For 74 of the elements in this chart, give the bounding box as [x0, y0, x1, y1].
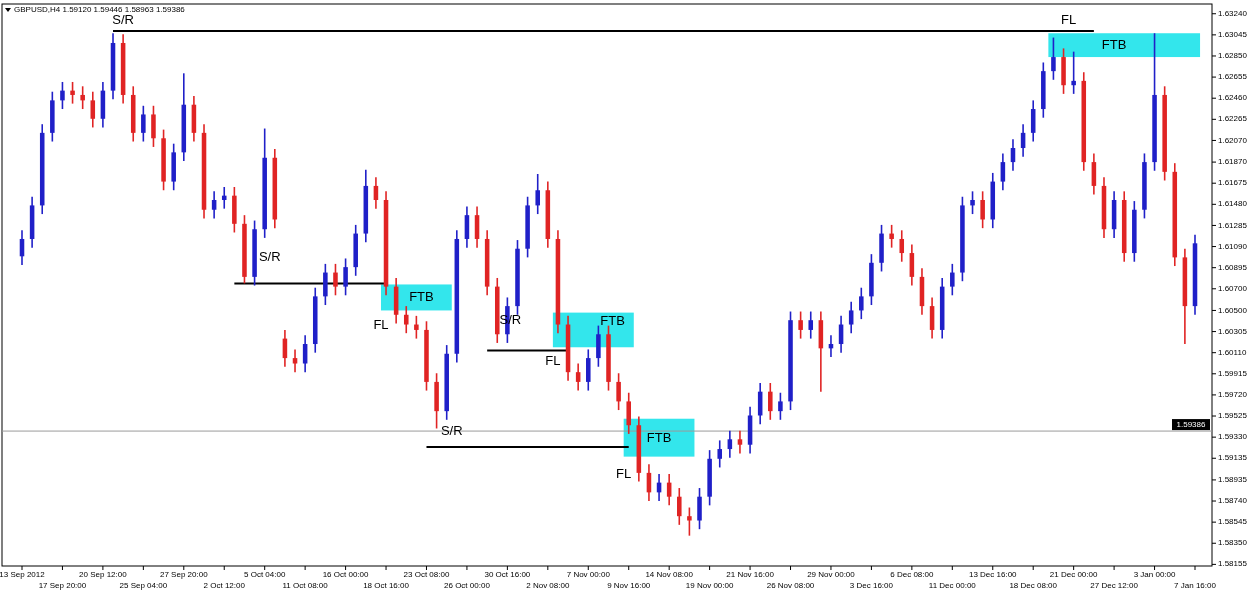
annotation: FL [545, 352, 561, 368]
x-tick-label: 5 Oct 04:00 [244, 570, 286, 579]
annotation: FL [1061, 11, 1077, 27]
x-tick-label: 13 Dec 16:00 [968, 570, 1018, 579]
annotation: FTB [409, 288, 434, 304]
x-tick-label: 27 Dec 12:00 [1090, 581, 1139, 590]
candlestick [778, 391, 783, 421]
x-tick-label: 2 Nov 08:00 [526, 581, 570, 590]
y-tick-label: 1.60895 [1218, 262, 1248, 272]
y-tick-label: 1.61285 [1218, 220, 1248, 230]
y-tick-label: 1.58935 [1218, 475, 1248, 485]
x-tick-label: 30 Oct 16:00 [484, 570, 531, 579]
y-tick-label: 1.61480 [1218, 199, 1248, 209]
x-tick-label: 3 Dec 16:00 [849, 581, 894, 590]
x-tick-label: 18 Oct 16:00 [363, 581, 410, 590]
x-tick-label: 21 Nov 16:00 [726, 570, 775, 579]
x-tick-label: 7 Jan 16:00 [1174, 581, 1217, 590]
y-tick-label: 1.63045 [1218, 29, 1248, 39]
y-tick-label: 1.58545 [1218, 517, 1248, 527]
y-tick-label: 1.58155 [1218, 559, 1248, 569]
annotation: S/R [258, 248, 281, 264]
y-tick-label: 1.62850 [1218, 51, 1248, 61]
ref-line-label: 1.59386 [1176, 419, 1207, 429]
annotation: FTB [1101, 36, 1127, 52]
y-tick-label: 1.60110 [1218, 347, 1247, 357]
y-tick-label: 1.62070 [1218, 135, 1248, 145]
x-tick-label: 2 Oct 12:00 [203, 581, 246, 590]
y-tick-label: 1.60305 [1218, 326, 1248, 336]
candlestick [171, 142, 176, 192]
y-tick-label: 1.63240 [1218, 8, 1248, 18]
y-tick-label: 1.58740 [1218, 496, 1248, 506]
x-tick-label: 17 Sep 20:00 [38, 581, 87, 590]
candlestick [798, 310, 803, 340]
x-tick-label: 19 Nov 00:00 [685, 581, 734, 590]
x-tick-label: 23 Oct 08:00 [403, 570, 450, 579]
y-tick-label: 1.58350 [1218, 538, 1248, 548]
x-tick-label: 7 Nov 00:00 [566, 570, 611, 579]
x-tick-label: 27 Sep 20:00 [159, 570, 209, 579]
candlestick [343, 257, 348, 297]
x-tick-label: 9 Nov 16:00 [607, 581, 651, 590]
candlestick [141, 104, 146, 143]
x-tick-label: 3 Jan 00:00 [1133, 570, 1177, 579]
annotation: FL [616, 466, 632, 482]
x-tick-label: 26 Oct 00:00 [444, 581, 491, 590]
y-tick-label: 1.59330 [1218, 432, 1248, 442]
annotation: S/R [440, 423, 463, 439]
y-tick-label: 1.59720 [1218, 390, 1248, 400]
x-tick-label: 6 Dec 08:00 [890, 570, 934, 579]
x-tick-label: 14 Nov 08:00 [645, 570, 694, 579]
x-tick-label: 21 Dec 00:00 [1049, 570, 1098, 579]
annotation: FTB [646, 429, 672, 445]
x-tick-label: 29 Nov 00:00 [807, 570, 856, 579]
y-tick-label: 1.62655 [1218, 72, 1248, 82]
y-tick-label: 1.62460 [1218, 93, 1248, 103]
x-tick-label: 11 Oct 08:00 [282, 581, 329, 590]
x-tick-label: 18 Dec 08:00 [1009, 581, 1058, 590]
x-tick-label: 26 Nov 08:00 [766, 581, 815, 590]
y-tick-label: 1.62265 [1218, 114, 1248, 124]
y-tick-label: 1.59525 [1218, 411, 1248, 421]
candlestick [687, 506, 692, 537]
y-tick-label: 1.60700 [1218, 283, 1248, 293]
y-tick-label: 1.61870 [1218, 157, 1248, 167]
y-tick-label: 1.61090 [1218, 241, 1248, 251]
x-tick-label: 13 Sep 2012 [0, 570, 46, 579]
y-tick-label: 1.59915 [1218, 368, 1248, 378]
x-tick-label: 20 Sep 12:00 [79, 570, 128, 579]
annotation: FL [373, 317, 389, 333]
y-tick-label: 1.59135 [1218, 453, 1248, 463]
x-tick-label: 11 Dec 00:00 [928, 581, 977, 590]
y-tick-label: 1.60500 [1218, 305, 1248, 315]
x-tick-label: 25 Sep 04:00 [119, 581, 168, 590]
annotation: FTB [600, 312, 625, 328]
x-tick-label: 16 Oct 00:00 [322, 570, 370, 579]
y-tick-label: 1.61675 [1218, 178, 1248, 188]
